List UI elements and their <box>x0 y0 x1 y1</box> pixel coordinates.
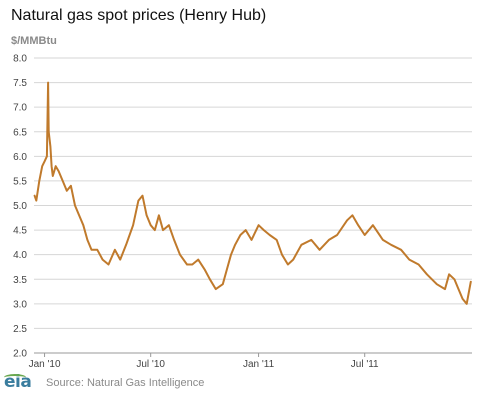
y-tick-label: 6.0 <box>13 152 27 163</box>
y-tick-label: 3.0 <box>13 299 27 310</box>
y-tick-label: 5.5 <box>13 176 27 187</box>
x-tick-label: Jul '10 <box>136 359 165 370</box>
y-tick-label: 8.0 <box>13 54 27 65</box>
eia-logo: eia <box>4 372 32 392</box>
source-note: Source: Natural Gas Intelligence <box>46 377 205 389</box>
y-tick-label: 5.0 <box>13 201 27 212</box>
y-tick-label: 2.0 <box>13 349 27 360</box>
y-axis-unit-label: $/MMBtu <box>11 35 57 47</box>
x-tick-label: Jul '11 <box>351 359 379 370</box>
x-tick-label: Jan '11 <box>243 359 275 370</box>
series-group <box>33 81 472 305</box>
y-tick-label: 2.5 <box>13 324 27 335</box>
series-line <box>33 81 472 305</box>
x-axis-ticks: Jan '10 Jul '10 Jan '11 Jul '11 <box>29 353 379 370</box>
chart-title: Natural gas spot prices (Henry Hub) <box>11 7 267 24</box>
y-tick-label: 4.0 <box>13 250 27 261</box>
y-axis-ticks: 8.0 7.5 7.0 6.5 6.0 5.5 5.0 4.5 4.0 3.5 3.0 2.5 2.0 <box>13 54 27 360</box>
y-tick-label: 7.0 <box>13 103 27 114</box>
y-tick-label: 7.5 <box>13 78 27 89</box>
y-tick-label: 3.5 <box>13 275 27 286</box>
logo-swoosh-icon <box>4 374 26 381</box>
gridlines <box>34 57 472 354</box>
y-tick-label: 6.5 <box>13 127 27 138</box>
x-tick-label: Jan '10 <box>29 359 61 370</box>
y-tick-label: 4.5 <box>13 226 27 237</box>
